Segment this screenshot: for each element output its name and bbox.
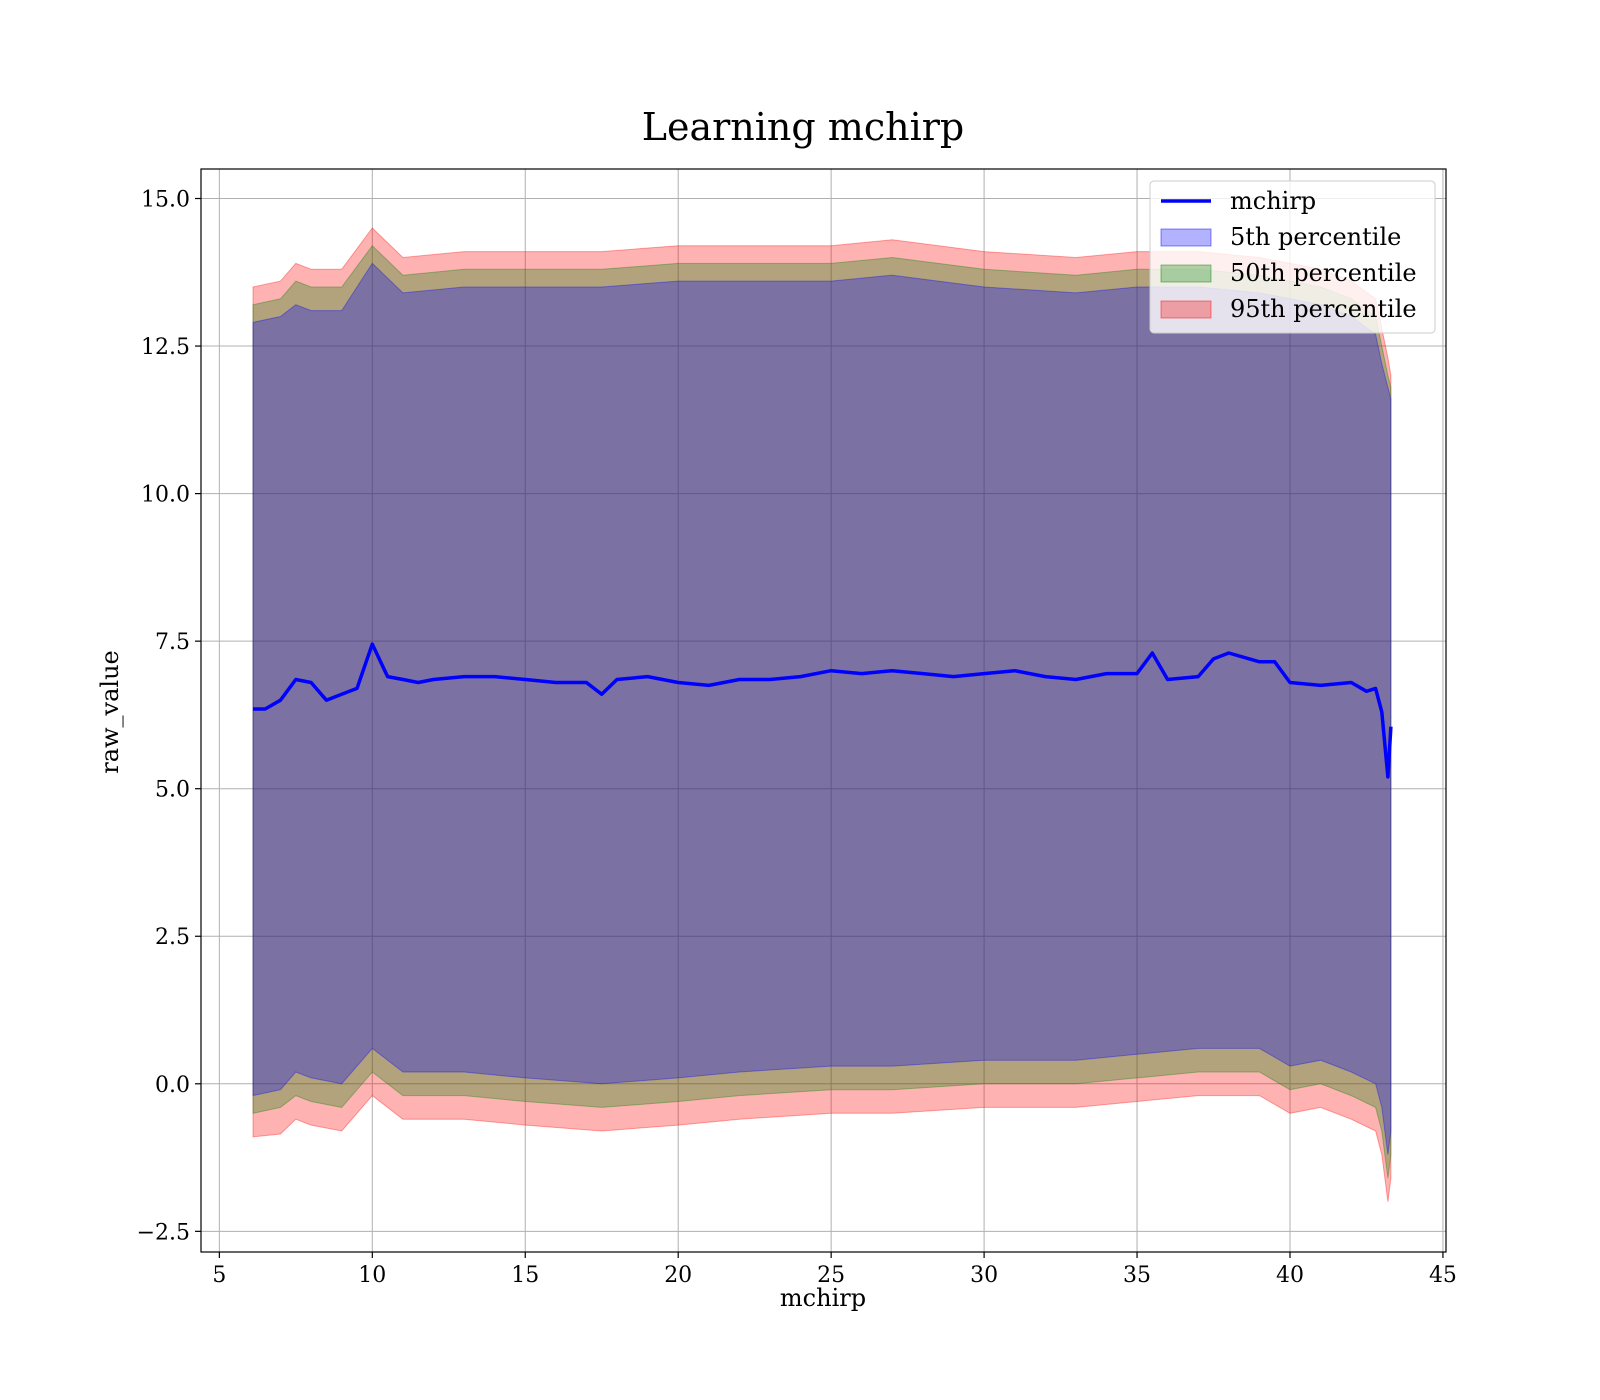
y-tick-label-3: 5.0: [155, 778, 190, 803]
x-tick-label-2: 15: [511, 1263, 539, 1288]
y-tick-label-4: 7.5: [155, 630, 190, 655]
legend: mchirp 5th percentile 50th percentile 95th …: [1149, 180, 1436, 334]
x-tick-label-1: 10: [358, 1263, 386, 1288]
legend-label-3: 95th percentile: [1230, 295, 1417, 323]
x-tick-label-6: 35: [1123, 1263, 1151, 1288]
x-tick-label-3: 20: [664, 1263, 692, 1288]
y-tick-label-5: 10.0: [141, 483, 190, 508]
legend-label-1: 5th percentile: [1230, 223, 1401, 251]
grid: [201, 169, 1446, 1252]
y-tick-label-1: 0.0: [155, 1073, 190, 1098]
x-tick-label-0: 5: [212, 1263, 226, 1288]
x-tick-label-7: 40: [1276, 1263, 1304, 1288]
legend-swatch-2: [1160, 264, 1212, 283]
x-tick-label-4: 25: [817, 1263, 845, 1288]
legend-label-0: mchirp: [1230, 187, 1316, 215]
y-tick-label-2: 2.5: [155, 925, 190, 950]
x-tick-label-5: 30: [970, 1263, 998, 1288]
x-axis-label: mchirp: [780, 1284, 866, 1312]
series-lines: [253, 642, 1393, 779]
plot-frame: [200, 168, 1447, 1253]
y-tick-label-7: 15.0: [141, 188, 190, 213]
y-axis-ticks: −2.5 0.0 2.5 5.0 7.5 10.0 12.5 15.0: [137, 188, 201, 1245]
chart-title: Learning mchirp: [642, 105, 964, 149]
percentile-bands: [252, 227, 1392, 1202]
legend-swatch-3: [1160, 300, 1212, 319]
mchirp-line: [253, 642, 1393, 779]
band-2: [252, 262, 1392, 1155]
band-0: [252, 227, 1392, 1202]
x-axis-ticks: 5 10 15 20 25 30 35 40 45: [212, 1252, 1457, 1288]
band-1: [252, 244, 1392, 1179]
y-tick-label-6: 12.5: [141, 335, 190, 360]
y-tick-label-0: −2.5: [137, 1220, 190, 1245]
legend-swatch-1: [1160, 228, 1212, 247]
legend-label-2: 50th percentile: [1230, 259, 1417, 287]
x-tick-label-8: 45: [1429, 1263, 1457, 1288]
legend-box: [1149, 180, 1436, 334]
y-axis-label: raw_value: [96, 650, 124, 774]
